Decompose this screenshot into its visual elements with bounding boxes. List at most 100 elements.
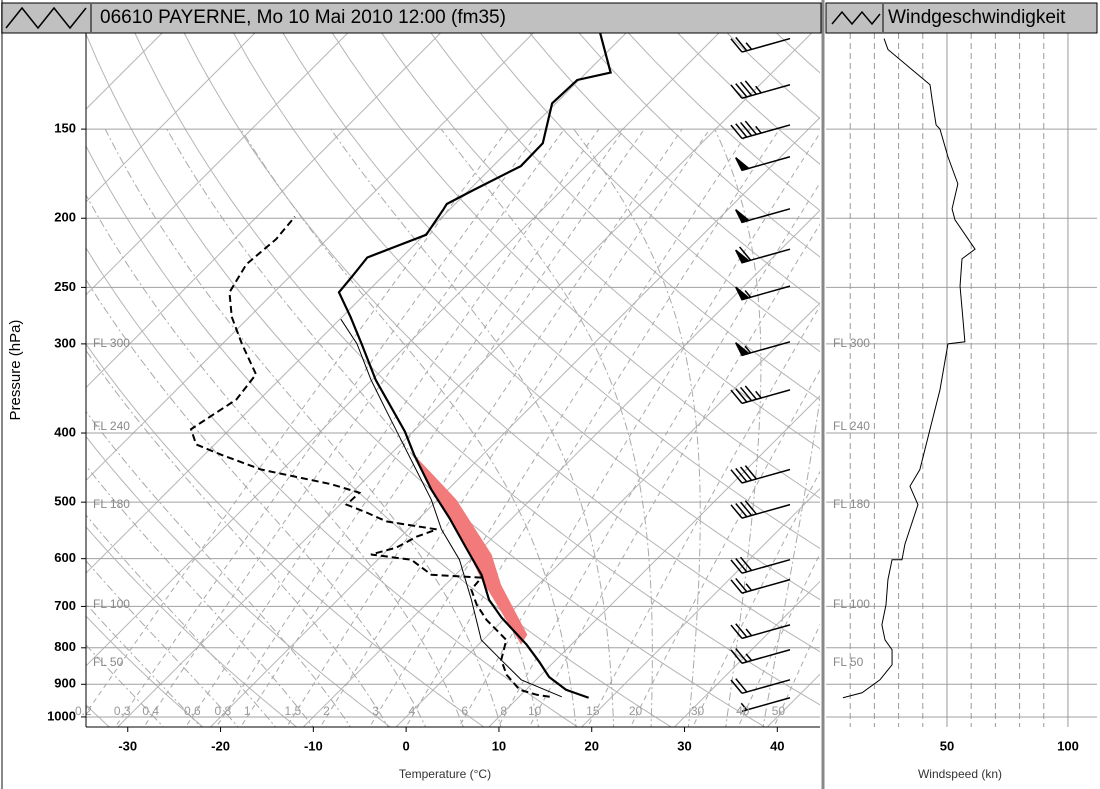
x-tick-label: 50 [940,738,954,753]
barb-feather [744,500,757,515]
barb-pennant [735,249,751,264]
barb-staff [741,208,791,224]
dry-adiabat [331,33,820,499]
barb-feather [739,386,753,402]
mixing-ratio-label: 2 [323,704,330,718]
barb-feather [730,38,743,53]
isotherm [86,33,535,482]
title-icon [831,10,881,26]
dry-adiabat [86,435,392,727]
barb-feather [735,648,748,663]
mixing-ratio-label: 8 [500,704,507,718]
flight-level-label: FL 50 [833,655,864,669]
flight-level-label: FL 100 [93,597,130,611]
barb-feather [735,36,748,52]
dry-adiabat [86,343,485,727]
barb-feather [730,124,743,139]
y-tick-label: 1000 [47,708,76,723]
wind-barb [730,385,791,405]
wind-barb [730,500,791,519]
flight-level-label: FL 100 [833,597,870,611]
isotherm [580,487,820,727]
x-tick-label: 30 [677,738,691,753]
profile-line [189,216,550,698]
dry-adiabat [86,526,298,727]
barb-feather [735,502,748,518]
x-tick-label: 10 [492,738,506,753]
skewt-data [189,33,791,712]
mixing-ratio-label: 6 [461,704,468,718]
flight-level-label: FL 240 [833,419,870,433]
mixing-ratio-label: 15 [586,704,600,718]
barb-pennant [735,286,751,301]
barb-feather [735,123,748,138]
axes: 0.2 0.3 0.4 0.6 0.8 1 1.5 2 3 4 6 8 10 15 20 30 40 50 150 2… [47,121,1079,754]
dry-adiabat [282,33,820,550]
barb-half-feather [755,85,762,94]
dry-adiabat [86,144,673,727]
cape-area [414,454,528,645]
isotherm [766,673,820,727]
mixing-ratio-label: 40 [736,704,750,718]
barb-feather [730,679,743,694]
barb-pennant [735,157,751,172]
wind-barb [730,465,791,484]
wind-data [842,38,976,699]
dry-adiabat [430,33,820,401]
barb-feather [735,388,748,403]
barb-feather [730,559,743,574]
y-tick-label: 800 [54,639,76,654]
barb-half-feather [744,345,752,354]
isotherm [86,33,627,574]
barb-pennant [735,209,751,224]
barb-feather [735,83,748,98]
barb-staff [741,649,791,664]
y-axis-label: Pressure (hPa) [7,320,24,421]
barb-staff [741,156,791,171]
barb-feather [744,385,757,400]
barb-feather [744,80,757,95]
x-axis-label: Temperature (°C) [399,767,491,781]
isotherm [86,33,720,667]
barb-staff [741,578,791,594]
profile-line [337,33,612,699]
barb-feather [739,556,753,571]
wind-background [826,33,1097,727]
barb-feather [739,121,753,137]
wind-barb [735,156,791,172]
flight-level-label: FL 300 [93,336,130,350]
y-tick-label: 250 [54,279,76,294]
wind-barb [735,246,791,264]
y-tick-label: 200 [54,210,76,225]
wind-barb [730,36,791,53]
isotherm [488,395,820,727]
barb-staff [741,37,791,53]
dry-adiabat [381,33,820,450]
dry-adiabat [86,33,766,727]
barb-half-feather [745,583,753,591]
barb-feather [739,81,753,97]
dry-adiabat [183,33,820,653]
barb-staff [741,84,791,99]
wind-barb [730,648,791,664]
wind-barb [735,208,791,224]
barb-half-feather [755,125,762,134]
barb-half-feather [745,42,753,50]
isotherm [116,33,813,727]
flight-level-label: FL 50 [93,655,124,669]
x-tick-label: -30 [118,738,137,753]
barb-feather [739,501,753,516]
barb-feather [730,624,743,639]
wind-barb [730,120,791,140]
isotherm [209,116,820,727]
mixing-ratio-label: 1.5 [285,704,302,718]
isotherm [673,580,820,727]
barb-staff [741,503,791,519]
barb-staff [741,679,791,695]
y-tick-label: 400 [54,424,76,439]
title-bar [1,2,822,34]
mixing-ratio-label: 3 [372,704,379,718]
barb-staff [741,468,791,484]
